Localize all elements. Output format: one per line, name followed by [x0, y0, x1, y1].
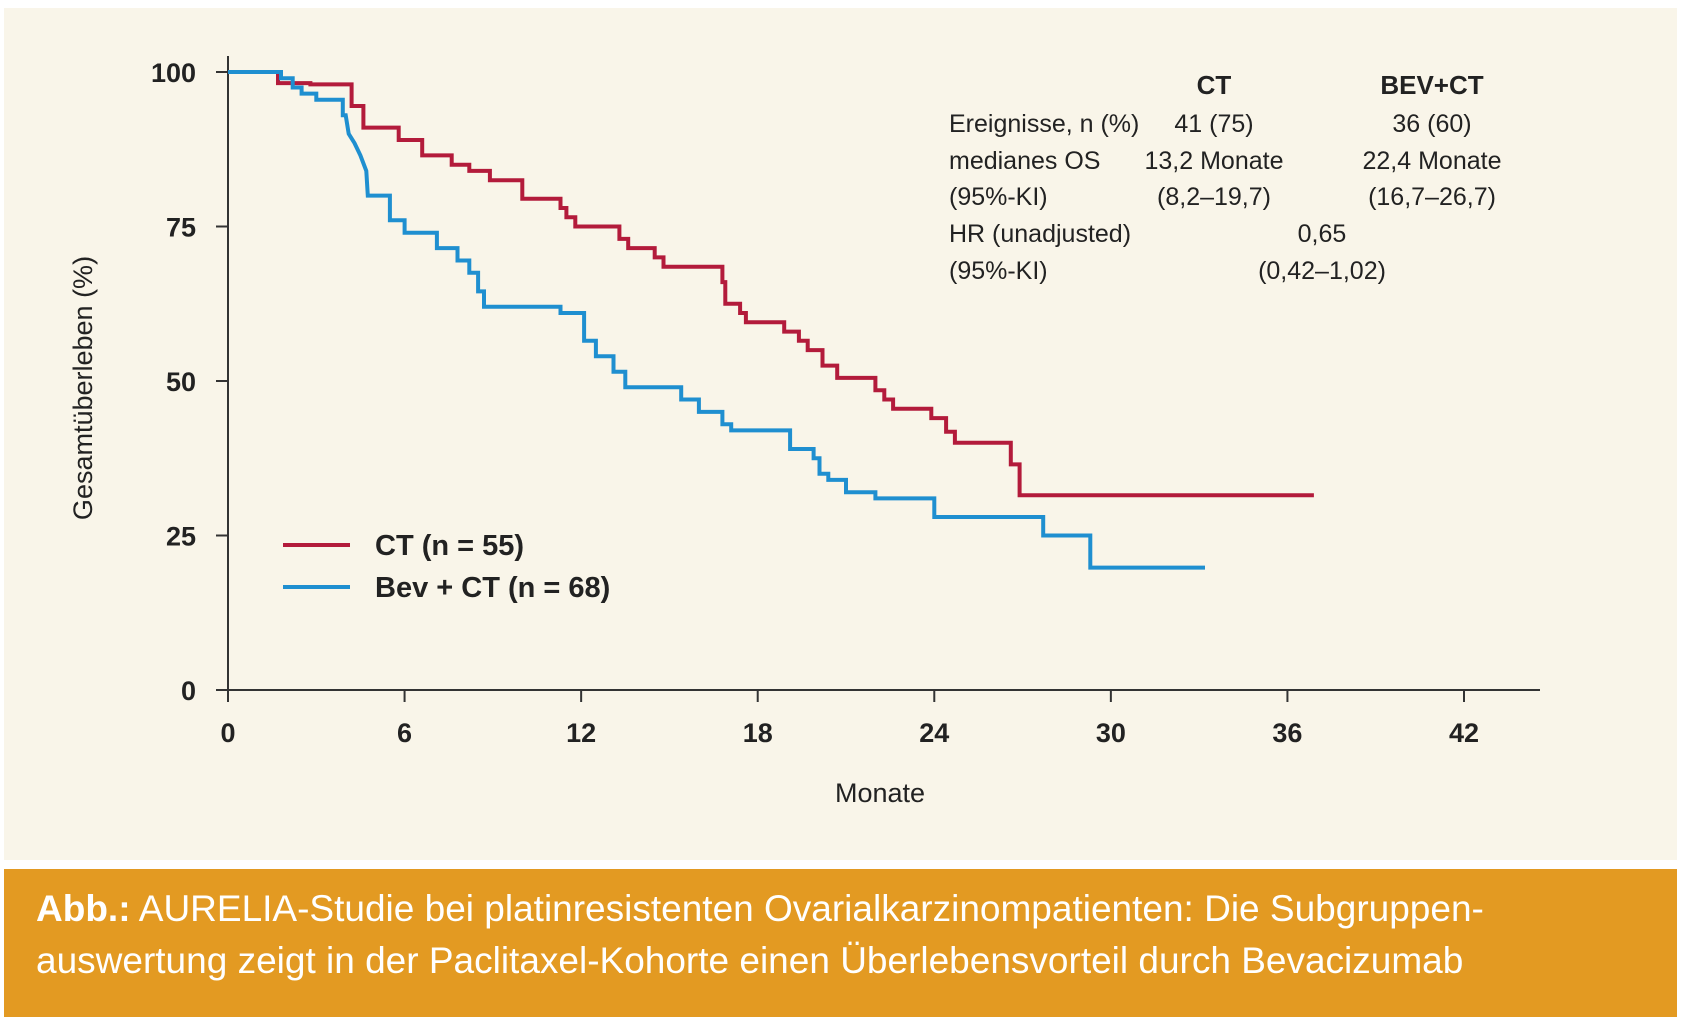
- stats-hr-ci: (0,42–1,02): [1258, 257, 1386, 285]
- figure-caption: Abb.: AURELIA-Studie bei platinresistent…: [4, 869, 1677, 1017]
- km-chart: 0 6 12 18 24 30 36 42 0 25 50 75 100 Gesamtüberleben…: [68, 56, 1540, 808]
- ticks: 0 6 12 18 24 30 36 42 0 25 50 75 100: [151, 58, 1479, 748]
- x-tick-label: 18: [743, 718, 773, 748]
- caption-bold-label: Abb.:: [36, 888, 131, 929]
- caption-text-line1: AURELIA-Studie bei platinresistenten Ova…: [138, 888, 1484, 929]
- y-tick-label: 50: [166, 367, 196, 397]
- chart-panel: 0 6 12 18 24 30 36 42 0 25 50 75 100 Gesamtüberleben…: [4, 8, 1677, 860]
- stats-row-label: Ereignisse, n (%): [949, 110, 1139, 138]
- x-tick-label: 0: [220, 718, 235, 748]
- stats-hr-ci-label: (95%-KI): [949, 257, 1048, 285]
- legend-label-bev: Bev + CT (n = 68): [375, 572, 610, 604]
- stats-cell-ct: (8,2–19,7): [1157, 183, 1271, 211]
- series-line-ct: [228, 70, 1314, 498]
- legend: CT (n = 55) Bev + CT (n = 68): [283, 530, 610, 604]
- x-tick-label: 24: [919, 718, 949, 748]
- stats-row-label: medianes OS: [949, 147, 1100, 175]
- axes: [227, 56, 1540, 691]
- legend-label-ct: CT (n = 55): [375, 530, 524, 562]
- stats-col-bev: BEV+CT: [1380, 70, 1483, 100]
- y-tick-label: 75: [166, 213, 196, 243]
- stats-col-ct: CT: [1197, 70, 1232, 100]
- x-tick-label: 30: [1096, 718, 1126, 748]
- stats-hr-value: 0,65: [1298, 220, 1347, 248]
- stats-table: CT BEV+CT Ereignisse, n (%) 41 (75) 36 (…: [949, 70, 1502, 285]
- x-tick-label: 12: [566, 718, 596, 748]
- y-tick-label: 0: [181, 676, 196, 706]
- y-tick-label: 100: [151, 58, 196, 88]
- series-line-bev-ct: [228, 70, 1205, 570]
- x-tick-label: 42: [1449, 718, 1479, 748]
- stats-row-label: (95%-KI): [949, 183, 1048, 211]
- y-tick-label: 25: [166, 522, 196, 552]
- x-axis-title: Monate: [835, 778, 925, 808]
- stats-cell-bev: (16,7–26,7): [1368, 183, 1496, 211]
- y-axis-title: Gesamtüberleben (%): [68, 256, 98, 520]
- stats-cell-ct: 13,2 Monate: [1145, 147, 1284, 175]
- x-tick-label: 36: [1272, 718, 1302, 748]
- caption-text-line2: auswertung zeigt in der Paclitaxel-Kohor…: [36, 940, 1464, 981]
- stats-cell-ct: 41 (75): [1174, 110, 1253, 138]
- series-layer: [228, 70, 1314, 570]
- stats-cell-bev: 36 (60): [1392, 110, 1471, 138]
- x-tick-label: 6: [397, 718, 412, 748]
- stats-cell-bev: 22,4 Monate: [1363, 147, 1502, 175]
- stats-hr-label: HR (unadjusted): [949, 220, 1131, 248]
